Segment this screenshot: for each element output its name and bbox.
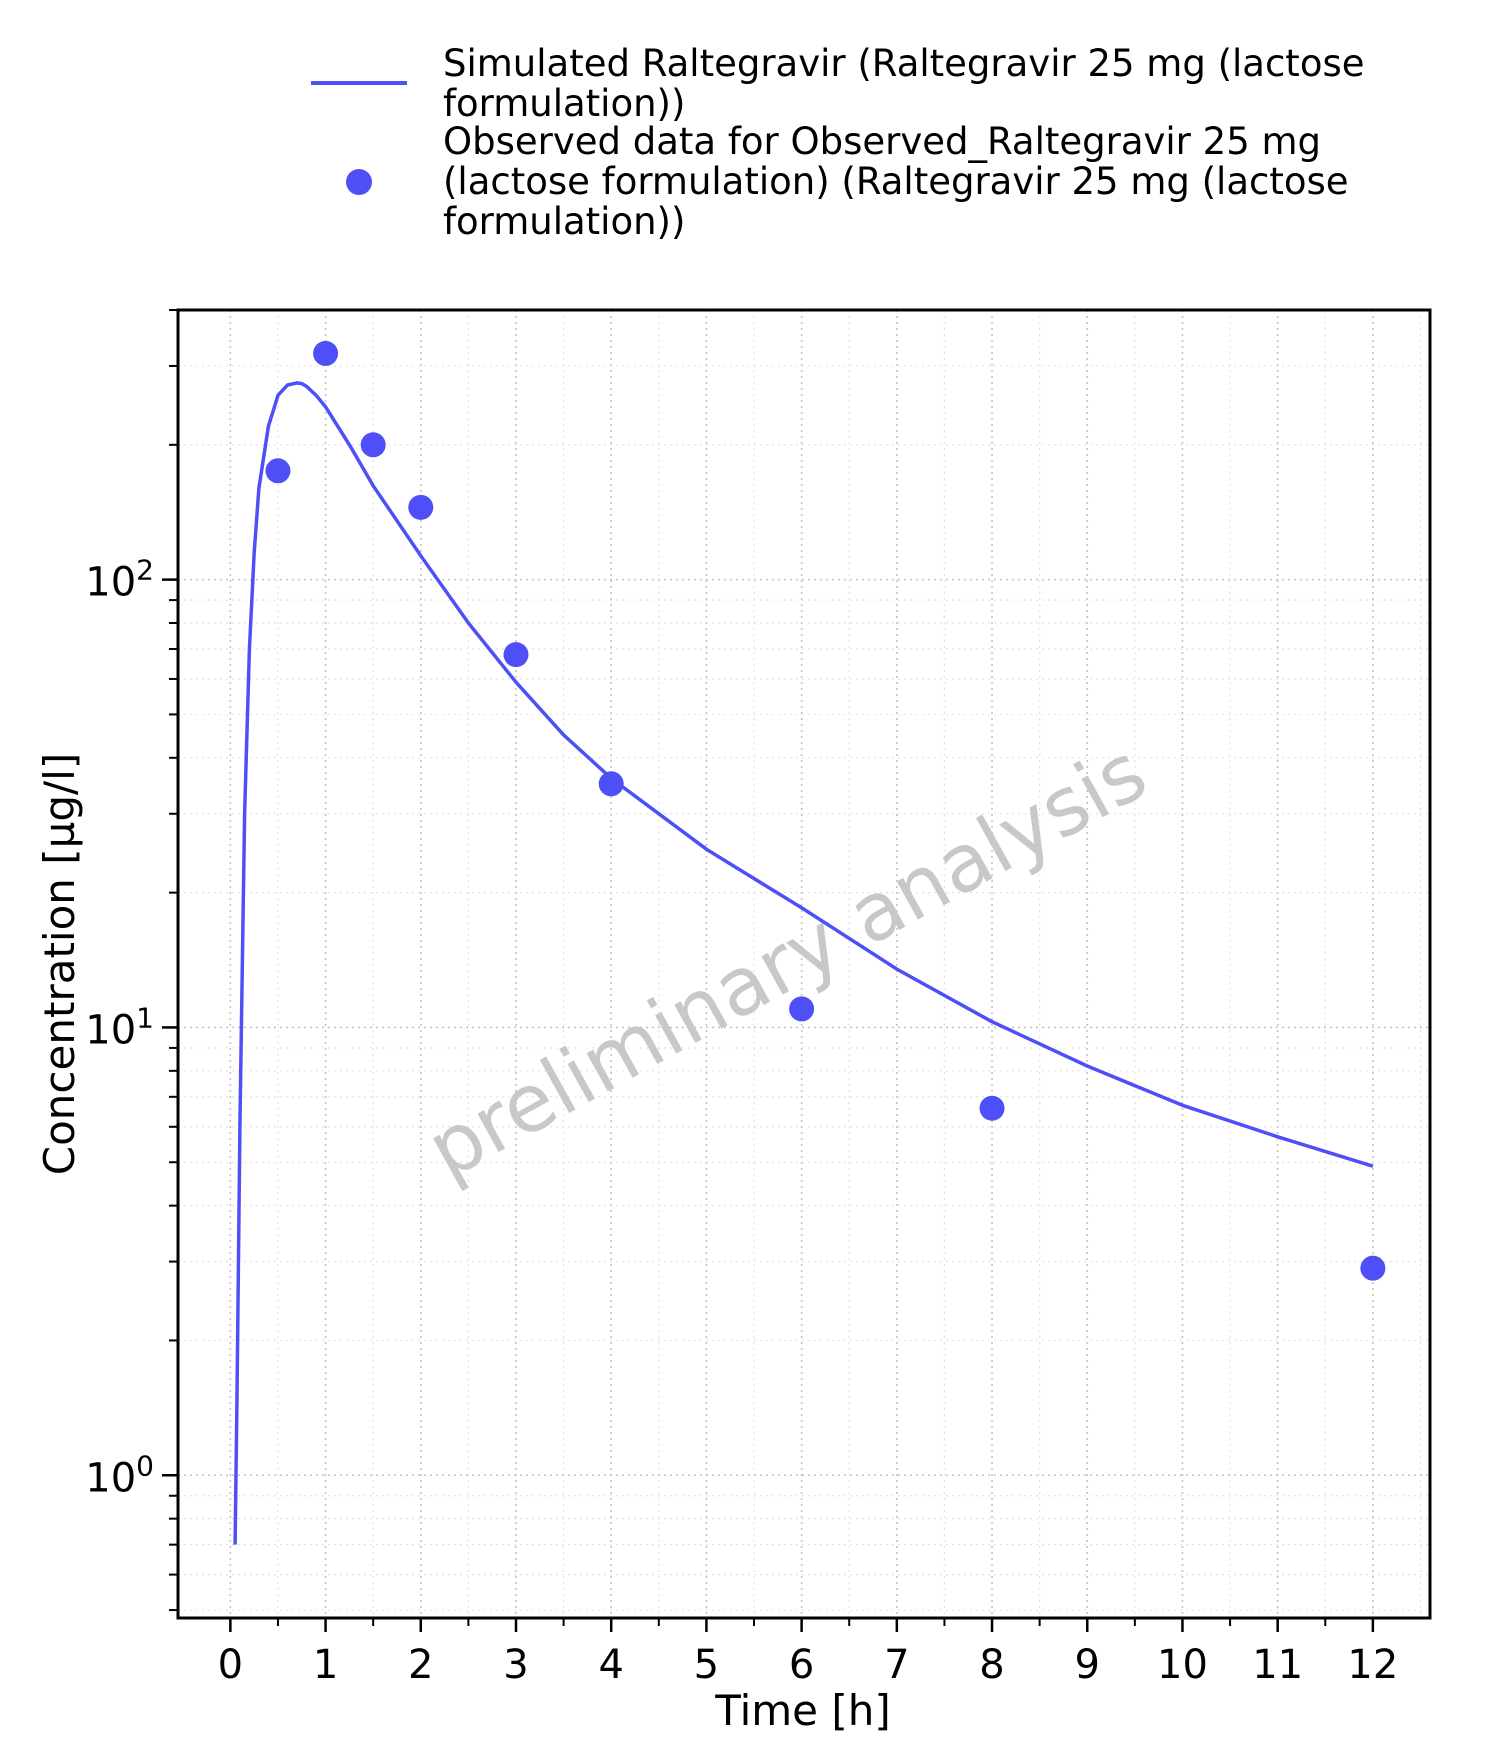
x-tick-label: 2 xyxy=(408,1642,433,1688)
legend-entry-simulated-line-2: formulation)) xyxy=(443,82,685,125)
x-tick-label: 1 xyxy=(313,1642,338,1688)
y-tick-label: 102 xyxy=(85,554,154,606)
x-tick-label: 8 xyxy=(979,1642,1004,1688)
series xyxy=(233,340,1386,1545)
observed-data-point xyxy=(408,494,434,520)
legend-entry-simulated-line-1: Simulated Raltegravir (Raltegravir 25 mg… xyxy=(443,42,1365,85)
x-tick-label: 9 xyxy=(1075,1642,1100,1688)
plot-frame xyxy=(176,308,1432,1620)
x-tick-label: 12 xyxy=(1347,1642,1398,1688)
observed-data-point xyxy=(503,642,529,668)
y-axis-title: Concentration [µg/l] xyxy=(35,753,84,1175)
observed-data-point xyxy=(1360,1255,1386,1281)
x-axis-title: Time [h] xyxy=(714,1686,891,1735)
y-tick-label: 101 xyxy=(85,1001,154,1053)
observed-data-point xyxy=(313,340,339,366)
legend-marker-swatch xyxy=(346,169,372,195)
x-tick-label: 4 xyxy=(598,1642,623,1688)
grid xyxy=(178,309,1430,1618)
legend-entry-observed-line-3: formulation)) xyxy=(443,200,685,243)
observed-data-point xyxy=(789,996,815,1022)
legend-entry-observed-line-1: Observed data for Observed_Raltegravir 2… xyxy=(443,120,1321,163)
observed-data-point xyxy=(360,432,386,458)
x-tick-label: 6 xyxy=(789,1642,814,1688)
simulated-series-line xyxy=(233,381,1374,1545)
y-tick-label: 100 xyxy=(85,1449,154,1501)
x-tick-label: 7 xyxy=(884,1642,909,1688)
x-tick-label: 10 xyxy=(1157,1642,1208,1688)
observed-data-point xyxy=(598,771,624,797)
x-tick-label: 11 xyxy=(1252,1642,1303,1688)
x-tick-label: 0 xyxy=(218,1642,243,1688)
x-tick-label: 5 xyxy=(694,1642,719,1688)
observed-data-point xyxy=(979,1095,1005,1121)
legend-entry-observed-line-2: (lactose formulation) (Raltegravir 25 mg… xyxy=(443,160,1349,203)
x-tick-label: 3 xyxy=(503,1642,528,1688)
legend: Simulated Raltegravir (Raltegravir 25 mg… xyxy=(311,42,1365,243)
observed-data-point xyxy=(265,458,291,484)
